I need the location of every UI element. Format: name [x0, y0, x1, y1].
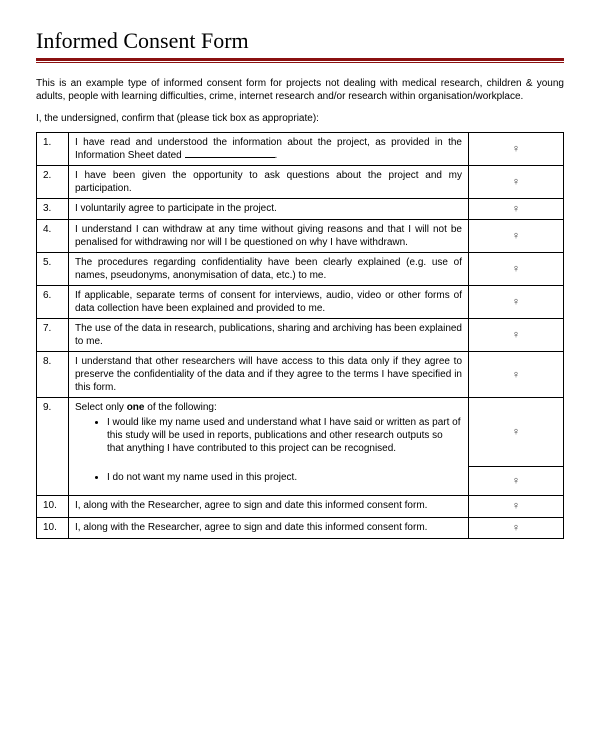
tick-cell[interactable]: ♀ — [469, 199, 564, 220]
table-row: 2. I have been given the opportunity to … — [37, 166, 564, 199]
row-text: I have read and understood the informati… — [69, 133, 469, 166]
tick-cell[interactable]: ♀ — [469, 466, 564, 496]
row-number: 3. — [37, 199, 69, 220]
option-name-not-used: I do not want my name used in this proje… — [107, 471, 462, 484]
table-row: 1. I have read and understood the inform… — [37, 133, 564, 166]
row-text: Select only one of the following: I woul… — [69, 398, 469, 467]
row-number: 9. — [37, 398, 69, 496]
intro-paragraph: This is an example type of informed cons… — [36, 77, 564, 103]
tick-cell[interactable]: ♀ — [469, 166, 564, 199]
option-name-used: I would like my name used and understand… — [107, 416, 462, 455]
row-number: 4. — [37, 220, 69, 253]
tick-cell[interactable]: ♀ — [469, 319, 564, 352]
table-row: 6. If applicable, separate terms of cons… — [37, 286, 564, 319]
row-text: The procedures regarding confidentiality… — [69, 253, 469, 286]
date-blank[interactable] — [185, 149, 275, 158]
table-row-9b: I do not want my name used in this proje… — [37, 466, 564, 496]
tick-cell[interactable]: ♀ — [469, 286, 564, 319]
title-underline — [36, 58, 564, 63]
row-number: 2. — [37, 166, 69, 199]
table-row: 8. I understand that other researchers w… — [37, 352, 564, 398]
table-row: 7. The use of the data in research, publ… — [37, 319, 564, 352]
row-text: The use of the data in research, publica… — [69, 319, 469, 352]
tick-cell[interactable]: ♀ — [469, 253, 564, 286]
row-text: I have been given the opportunity to ask… — [69, 166, 469, 199]
row-number: 10. — [37, 496, 69, 517]
row-number: 8. — [37, 352, 69, 398]
table-row: 3. I voluntarily agree to participate in… — [37, 199, 564, 220]
row-text: I do not want my name used in this proje… — [69, 466, 469, 496]
row-number: 10. — [37, 517, 69, 538]
tick-cell[interactable]: ♀ — [469, 220, 564, 253]
row-text: I voluntarily agree to participate in th… — [69, 199, 469, 220]
row-number: 6. — [37, 286, 69, 319]
table-row: 4. I understand I can withdraw at any ti… — [37, 220, 564, 253]
row-text: I understand that other researchers will… — [69, 352, 469, 398]
row-text: I, along with the Researcher, agree to s… — [69, 496, 469, 517]
table-row: 5. The procedures regarding confidential… — [37, 253, 564, 286]
row-text: I, along with the Researcher, agree to s… — [69, 517, 469, 538]
tick-cell[interactable]: ♀ — [469, 352, 564, 398]
row-number: 5. — [37, 253, 69, 286]
tick-cell[interactable]: ♀ — [469, 517, 564, 538]
tick-cell[interactable]: ♀ — [469, 398, 564, 467]
instruction-paragraph: I, the undersigned, confirm that (please… — [36, 113, 564, 124]
table-row: 10. I, along with the Researcher, agree … — [37, 517, 564, 538]
row-text: I understand I can withdraw at any time … — [69, 220, 469, 253]
row-number: 1. — [37, 133, 69, 166]
row-text: If applicable, separate terms of consent… — [69, 286, 469, 319]
page-title: Informed Consent Form — [36, 28, 564, 54]
table-row-9a: 9. Select only one of the following: I w… — [37, 398, 564, 467]
consent-table: 1. I have read and understood the inform… — [36, 132, 564, 539]
table-row: 10. I, along with the Researcher, agree … — [37, 496, 564, 517]
tick-cell[interactable]: ♀ — [469, 133, 564, 166]
tick-cell[interactable]: ♀ — [469, 496, 564, 517]
row-number: 7. — [37, 319, 69, 352]
